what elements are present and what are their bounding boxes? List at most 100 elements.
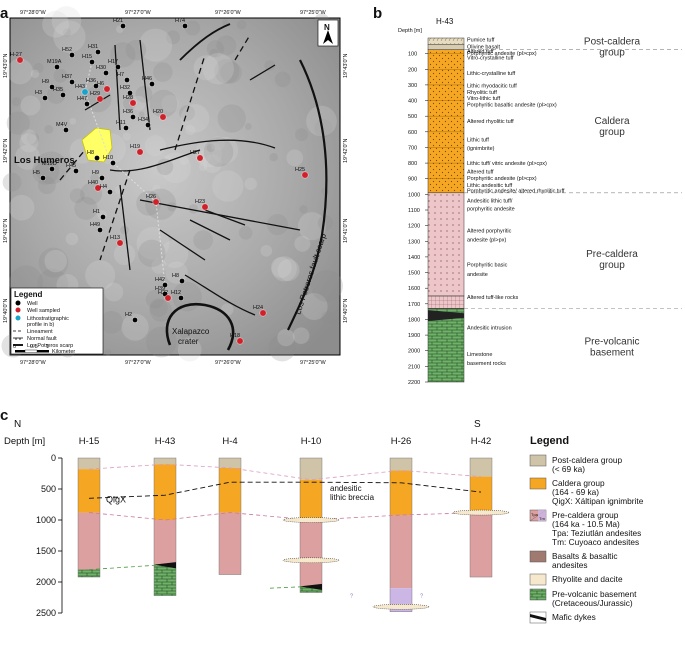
- column-lithology-label: (ignimbrite): [467, 146, 495, 152]
- column-unit: [427, 295, 465, 309]
- column-lithology-label: Altered tuff-like rocks: [467, 295, 519, 301]
- column-group-label: Pre-volcanic basement: [584, 336, 639, 358]
- column-tick-label: 1400: [408, 255, 420, 261]
- map-well-label: H36: [123, 109, 133, 115]
- map-well-marker: [60, 92, 66, 98]
- map-well-marker: [16, 56, 24, 64]
- place-xalapazco-crater: Xalapazco crater: [172, 327, 210, 346]
- map-right-coord: 19°40'0"N: [343, 299, 349, 323]
- section-well-name: H-26: [391, 436, 412, 447]
- section-post-caldera-bar: [219, 458, 241, 468]
- map-well-label: H49: [90, 222, 100, 228]
- map-well-label: H37: [62, 74, 72, 80]
- map-well-label: H12: [171, 290, 181, 296]
- column-tick-label: 1900: [408, 333, 420, 339]
- map-legend-title: Legend: [14, 290, 43, 299]
- section-south: S: [474, 419, 481, 430]
- cross-section-trace: [84, 61, 166, 286]
- place-los-humeros: Los Humeros: [14, 155, 75, 166]
- map-well-marker: [301, 171, 309, 179]
- column-lithology-label: Altered porphyritic: [467, 228, 512, 234]
- map-right-coord: 19°43'0"N: [343, 54, 349, 78]
- map-well-marker: [63, 127, 69, 133]
- map-well-label: H-27: [10, 52, 22, 58]
- map-well-label: H35: [53, 87, 63, 93]
- map-well-label: H34: [138, 117, 148, 123]
- map-well-marker: [100, 214, 106, 220]
- scale-bar: 0 0.5 1 Kilometer: [13, 344, 75, 355]
- section-depth-label: Depth [m]: [4, 436, 45, 447]
- column-tick-label: 2100: [408, 364, 420, 370]
- map-well-label: H8: [172, 273, 179, 279]
- tm-tag: ?: [420, 594, 423, 600]
- tpa-tag: ?: [350, 594, 353, 600]
- map-well-marker: [115, 64, 121, 70]
- map-well-marker: [97, 227, 103, 233]
- map-well-label: H74: [175, 18, 185, 24]
- section-basement-bar: [154, 564, 176, 596]
- section-pre-caldera-bar: [300, 520, 322, 587]
- northern-scarp-line: [179, 23, 231, 61]
- section-well-outline: [153, 457, 177, 596]
- column-tick-label: 800: [408, 161, 417, 167]
- section-pre-caldera-bar: [470, 512, 492, 578]
- panel-label-a: a: [0, 5, 9, 22]
- map-well-label: H9: [42, 79, 49, 85]
- column-unit: [427, 37, 465, 45]
- map-left-coord: 19°42'0"N: [3, 139, 9, 163]
- map-coordinates: 97°28'0"W 97°27'0"W 97°26'0"W 97°25'0"W 97°2…: [3, 10, 349, 366]
- section-basement-bar: [300, 586, 322, 593]
- column-group-label: Caldera group: [594, 116, 629, 138]
- map-well-marker: [96, 95, 104, 103]
- map-well-label: M4V: [56, 122, 68, 128]
- rhyolite-marker: [372, 604, 430, 610]
- map-well-label: H18: [230, 333, 240, 339]
- section-well-outline: [389, 457, 413, 612]
- column-lithology-label: andesite (pl>px): [467, 238, 506, 244]
- map-well-label: H32: [120, 85, 130, 91]
- column-unit: [427, 44, 465, 50]
- map-well-label: M19D: [42, 161, 57, 167]
- section-caldera-bar: [219, 467, 241, 513]
- scale-unit: Kilometer: [52, 349, 75, 355]
- xalapazco-crater-rim: [165, 302, 235, 351]
- section-legend-label: Basalts & basaltic andesites: [552, 551, 617, 570]
- map-well-marker: [123, 125, 129, 131]
- map-legend-item-label: Los Potreros scarp: [27, 343, 73, 349]
- map-well-label: H46: [142, 76, 152, 82]
- section-legend-label: Rhyolite and dacite: [552, 574, 623, 584]
- map-well-marker: [132, 317, 138, 323]
- map-well-label: H8: [87, 150, 94, 156]
- column-lithology-label: Altered tuff: [467, 170, 494, 176]
- section-basement-bar: [78, 569, 100, 578]
- map-top-coord: 97°26'0"W: [215, 10, 241, 16]
- section-caldera-bar: [78, 469, 100, 513]
- section-legend-swatch: [529, 477, 547, 490]
- section-well-name: H-42: [471, 436, 492, 447]
- section-depth-tick-label: 1000: [36, 515, 56, 525]
- map-well-label: H28: [123, 95, 133, 101]
- column-tick-label: 1000: [408, 192, 420, 198]
- map-well-label: H39: [155, 286, 165, 292]
- map-well-label: H23: [195, 199, 205, 205]
- lineaments: [59, 34, 251, 261]
- column-tick-label: 900: [408, 177, 417, 183]
- column-tick-label: 1200: [408, 224, 420, 230]
- section-legend-label: Mafic dykes: [552, 612, 596, 622]
- column-lithology-label: Porphyritic basaltic andesite (pl>cpx): [467, 102, 557, 108]
- map-top-coord: 97°27'0"W: [125, 10, 151, 16]
- column-tick-label: 400: [408, 99, 417, 105]
- mafic-dyke-mark: [300, 583, 322, 591]
- map-well-marker: [94, 184, 102, 192]
- map-well-marker: [149, 81, 155, 87]
- rhyolite-marker: [452, 509, 510, 516]
- mafic-dyke-mark: [154, 562, 176, 569]
- map-legend-item-label: Lineament: [27, 329, 53, 335]
- map-well-marker: [152, 198, 160, 206]
- section-legend-swatch: [529, 550, 547, 563]
- map-legend-item-label: Normal fault: [27, 336, 57, 342]
- map-well-label: H21: [113, 18, 123, 24]
- map-well-marker: [164, 294, 172, 302]
